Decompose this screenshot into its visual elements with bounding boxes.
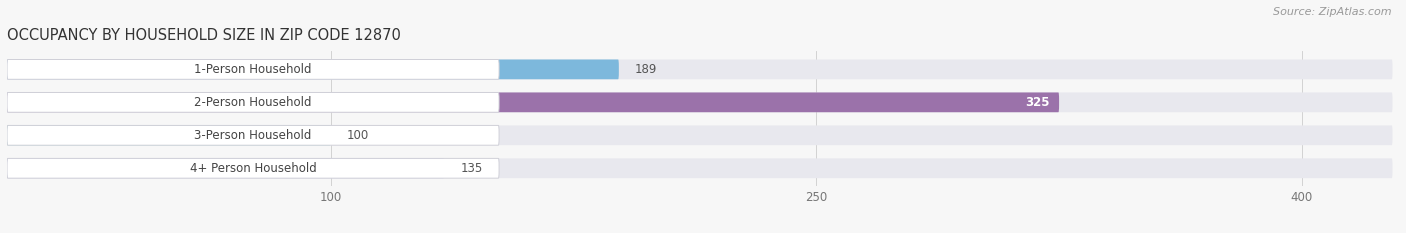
Text: 3-Person Household: 3-Person Household [194, 129, 312, 142]
FancyBboxPatch shape [7, 59, 499, 79]
FancyBboxPatch shape [7, 158, 444, 178]
FancyBboxPatch shape [7, 125, 1392, 145]
FancyBboxPatch shape [7, 93, 1059, 112]
FancyBboxPatch shape [7, 93, 1392, 112]
Text: 135: 135 [460, 162, 482, 175]
Text: 2-Person Household: 2-Person Household [194, 96, 312, 109]
FancyBboxPatch shape [7, 59, 619, 79]
Text: Source: ZipAtlas.com: Source: ZipAtlas.com [1274, 7, 1392, 17]
FancyBboxPatch shape [7, 158, 499, 178]
FancyBboxPatch shape [7, 125, 499, 145]
Text: 189: 189 [636, 63, 658, 76]
Text: 325: 325 [1025, 96, 1049, 109]
FancyBboxPatch shape [7, 93, 499, 112]
FancyBboxPatch shape [7, 158, 1392, 178]
Text: 1-Person Household: 1-Person Household [194, 63, 312, 76]
FancyBboxPatch shape [7, 59, 1392, 79]
Text: 100: 100 [347, 129, 370, 142]
FancyBboxPatch shape [7, 125, 330, 145]
Text: 4+ Person Household: 4+ Person Household [190, 162, 316, 175]
Text: OCCUPANCY BY HOUSEHOLD SIZE IN ZIP CODE 12870: OCCUPANCY BY HOUSEHOLD SIZE IN ZIP CODE … [7, 28, 401, 43]
